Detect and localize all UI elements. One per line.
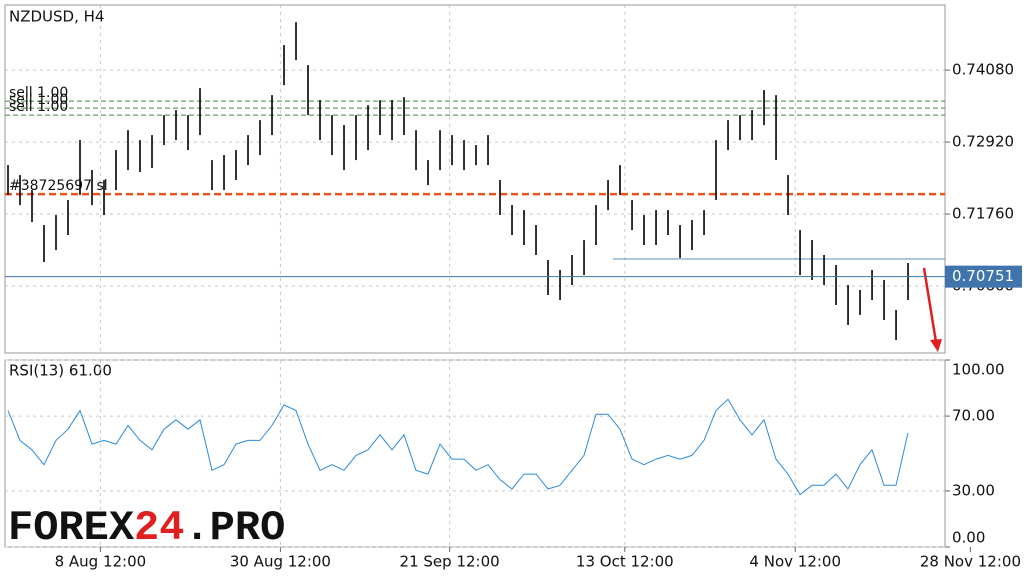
arrow-head: [930, 339, 942, 352]
y-tick-label: 0.71760: [952, 205, 1014, 223]
logo-part: 24: [134, 504, 184, 552]
y-tick-label: 30.00: [952, 481, 995, 499]
x-tick-label: 13 Oct 12:00: [576, 553, 674, 571]
x-tick-label: 28 Nov 12:00: [920, 553, 1021, 571]
current-price-label: 0.70751: [952, 267, 1014, 285]
level-label: sell 1.00: [9, 99, 68, 115]
current-price-box: [945, 265, 1022, 288]
logo-part: FOREX: [8, 504, 135, 552]
y-tick-label: 0.74080: [952, 61, 1014, 79]
logo: FOREX24.PRO: [8, 504, 285, 552]
logo-part: .PRO: [184, 504, 285, 552]
y-tick-label: 70.00: [952, 407, 995, 425]
forecast-arrow: [922, 267, 942, 352]
x-tick-label: 21 Sep 12:00: [400, 553, 500, 571]
arrow-shaft: [922, 267, 938, 343]
level-label: sell 1.00: [9, 85, 68, 101]
y-tick-label: 0.72920: [952, 133, 1014, 151]
rsi-line: [7, 398, 909, 496]
level-label: #38725697 sl: [9, 178, 108, 194]
chart-title: NZDUSD, H4: [9, 8, 104, 26]
x-tick-label: 30 Aug 12:00: [230, 553, 331, 571]
rsi-title: RSI(13) 61.00: [9, 362, 112, 380]
level-label: sell 1.00: [9, 92, 68, 108]
y-tick-label: 100.00: [952, 361, 1005, 379]
y-tick-label: 0.00: [952, 529, 985, 547]
x-tick-label: 8 Aug 12:00: [55, 553, 147, 571]
x-tick-label: 4 Nov 12:00: [749, 553, 841, 571]
price-panel-frame: [4, 4, 946, 354]
